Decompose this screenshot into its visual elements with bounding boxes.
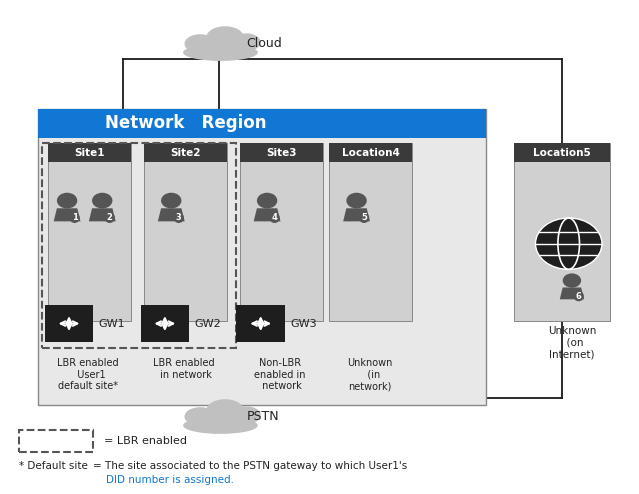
FancyBboxPatch shape <box>144 143 227 162</box>
Text: LBR enabled
  User1
default site*: LBR enabled User1 default site* <box>58 358 119 391</box>
FancyBboxPatch shape <box>240 143 323 162</box>
Text: Location4: Location4 <box>342 148 399 158</box>
FancyBboxPatch shape <box>236 305 285 342</box>
Polygon shape <box>560 288 584 299</box>
FancyBboxPatch shape <box>38 109 486 138</box>
FancyBboxPatch shape <box>45 305 93 342</box>
Text: 3: 3 <box>176 213 181 222</box>
Ellipse shape <box>186 413 255 426</box>
Ellipse shape <box>206 26 243 48</box>
Circle shape <box>346 193 367 208</box>
FancyBboxPatch shape <box>240 143 323 321</box>
Ellipse shape <box>183 44 258 61</box>
Text: Non-LBR
enabled in
 network: Non-LBR enabled in network <box>254 358 305 391</box>
Polygon shape <box>158 208 185 221</box>
Ellipse shape <box>183 417 258 434</box>
Ellipse shape <box>232 406 261 424</box>
Text: Site2: Site2 <box>170 148 201 158</box>
Ellipse shape <box>206 399 243 421</box>
Text: GW3: GW3 <box>290 319 317 329</box>
Polygon shape <box>89 208 116 221</box>
Circle shape <box>563 273 581 288</box>
FancyBboxPatch shape <box>38 109 486 405</box>
FancyBboxPatch shape <box>329 143 412 162</box>
FancyBboxPatch shape <box>48 143 131 321</box>
Circle shape <box>57 193 77 208</box>
Text: 6: 6 <box>576 291 581 301</box>
Text: Location5: Location5 <box>534 148 591 158</box>
Ellipse shape <box>185 407 216 426</box>
Text: DID number is assigned.: DID number is assigned. <box>93 475 234 485</box>
Text: Cloud: Cloud <box>247 37 282 49</box>
FancyBboxPatch shape <box>144 143 227 321</box>
Text: = LBR enabled: = LBR enabled <box>104 436 187 446</box>
Text: = The site associated to the PSTN gateway to which User1's: = The site associated to the PSTN gatewa… <box>93 461 407 471</box>
Text: GW1: GW1 <box>98 319 125 329</box>
Polygon shape <box>54 208 81 221</box>
Text: 4: 4 <box>272 213 277 222</box>
Text: PSTN: PSTN <box>247 410 279 422</box>
Text: GW2: GW2 <box>194 319 221 329</box>
Text: 2: 2 <box>107 213 112 222</box>
Circle shape <box>535 218 602 269</box>
Text: 1: 1 <box>72 213 77 222</box>
Ellipse shape <box>185 34 216 53</box>
Text: Site3: Site3 <box>266 148 296 158</box>
Circle shape <box>161 193 181 208</box>
Text: Unknown
  (on
Internet): Unknown (on Internet) <box>548 326 596 359</box>
FancyBboxPatch shape <box>329 143 412 321</box>
Polygon shape <box>254 208 281 221</box>
Circle shape <box>92 193 112 208</box>
FancyBboxPatch shape <box>514 143 610 162</box>
Text: Network   Region: Network Region <box>105 115 266 132</box>
Text: * Default site: * Default site <box>19 461 88 471</box>
Polygon shape <box>343 208 370 221</box>
Circle shape <box>257 193 277 208</box>
Ellipse shape <box>232 34 261 51</box>
Text: Unknown
   (in
network): Unknown (in network) <box>346 358 392 391</box>
Text: LBR enabled
 in network: LBR enabled in network <box>153 358 215 380</box>
FancyBboxPatch shape <box>141 305 189 342</box>
FancyBboxPatch shape <box>48 143 131 162</box>
Text: 5: 5 <box>361 213 367 222</box>
FancyBboxPatch shape <box>514 143 610 321</box>
Ellipse shape <box>186 40 255 53</box>
Text: Site1: Site1 <box>74 148 105 158</box>
